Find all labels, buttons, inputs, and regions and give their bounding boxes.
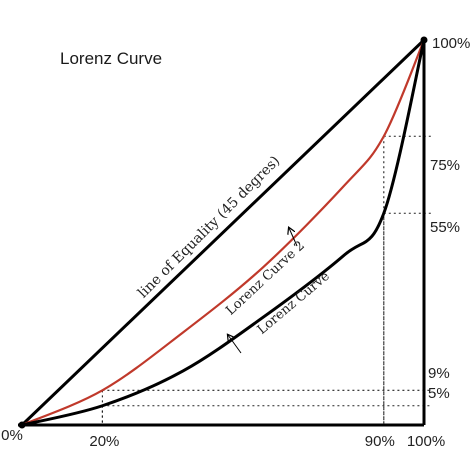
y-tick-label: 100% bbox=[432, 35, 470, 52]
y-tick-label: 0% bbox=[1, 427, 23, 444]
y-tick-label: 5% bbox=[428, 385, 450, 402]
lorenz-curve bbox=[21, 39, 426, 427]
y-tick-label: 55% bbox=[430, 219, 460, 236]
shift-arrow-right bbox=[289, 228, 298, 247]
x-tick-label: 100% bbox=[407, 433, 445, 450]
end-point bbox=[420, 36, 428, 44]
equality-line bbox=[20, 38, 426, 427]
y-tick-label: 9% bbox=[428, 365, 450, 382]
y-tick-label: 75% bbox=[430, 157, 460, 174]
chart-title: Lorenz Curve bbox=[60, 49, 163, 68]
lorenz-curve-2 bbox=[21, 39, 426, 427]
origin-point bbox=[18, 421, 26, 429]
x-tick-label: 20% bbox=[89, 433, 119, 450]
shift-arrow-left bbox=[228, 335, 242, 354]
x-tick-label: 90% bbox=[365, 433, 395, 450]
